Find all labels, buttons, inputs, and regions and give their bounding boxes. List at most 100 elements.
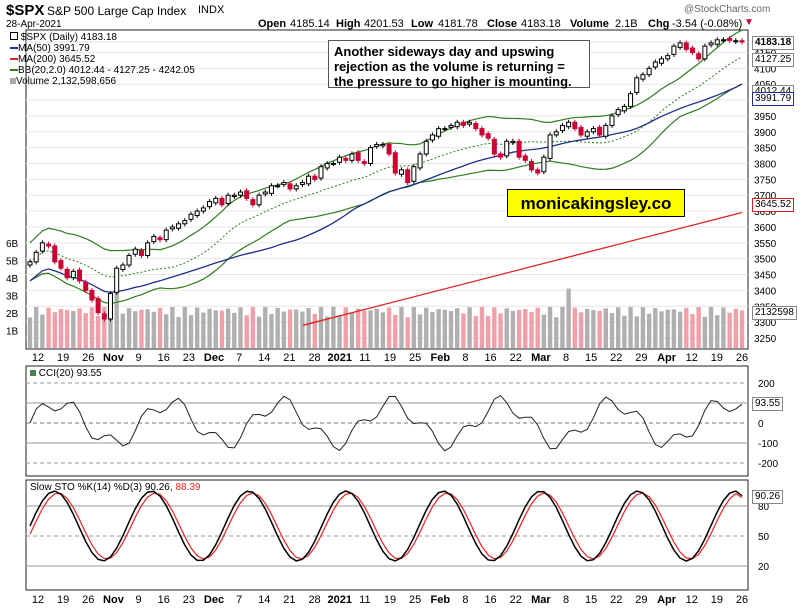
candle-body <box>343 157 349 161</box>
cci-tick-label: 0 <box>758 419 764 430</box>
price-tick-label: 3850 <box>754 144 777 155</box>
ma200-line <box>302 211 743 326</box>
candle-body <box>405 169 411 184</box>
x-tick-label: Apr <box>657 594 677 606</box>
candle-body <box>64 268 70 279</box>
candle-body <box>231 194 237 198</box>
legend-price: $SPX (Daily) 4183.18 <box>10 32 195 43</box>
candle-body <box>107 293 113 320</box>
candle-body <box>275 185 281 188</box>
x-tick-label: 26 <box>736 594 748 606</box>
volume-bar <box>201 312 206 348</box>
volume-bar <box>126 308 132 348</box>
candle-body <box>665 55 671 60</box>
x-tick-label: 11 <box>359 352 370 364</box>
volume-bar <box>157 307 163 348</box>
x-tick-label: 16 <box>484 352 496 364</box>
candle-body <box>114 267 120 293</box>
volume-bar <box>653 308 658 348</box>
volume-bar <box>523 309 528 348</box>
candle-body <box>361 161 367 165</box>
sto-tick-label: 80 <box>758 502 770 513</box>
candle-body <box>306 175 312 185</box>
exchange: INDX <box>198 4 225 16</box>
candle-body <box>101 313 107 320</box>
candle-body <box>83 281 89 291</box>
x-tick-label: 16 <box>158 594 170 606</box>
open-value: 4185.14 <box>290 18 330 30</box>
price-tick-label: 3300 <box>754 318 777 329</box>
watermark: @StockCharts.com <box>684 4 771 15</box>
x-tick-label: 28 <box>308 594 320 606</box>
candle-body <box>479 128 485 136</box>
x-tick-label: 7 <box>236 594 242 606</box>
candle-body <box>77 269 83 282</box>
volume-bar <box>677 311 683 348</box>
candle-body <box>219 197 225 206</box>
volume-bar <box>306 308 311 348</box>
x-tick-label: 25 <box>409 594 421 606</box>
volume-bar <box>300 311 305 348</box>
candle-body <box>244 190 250 199</box>
volume-bar <box>287 309 293 348</box>
candle-body <box>621 105 627 112</box>
legend-ma50: MA(50) 3991.79 <box>10 43 195 54</box>
chg-value: -3.54 (-0.08%) <box>672 18 743 30</box>
volume-bar <box>244 315 249 348</box>
volume-bar <box>64 310 70 348</box>
x-tick-label: 9 <box>136 352 142 364</box>
index-name: S&P 500 Large Cap Index <box>47 4 187 18</box>
volume-bar <box>405 317 410 348</box>
cci-tick-label: -200 <box>758 459 778 470</box>
volume-bar <box>269 314 274 348</box>
x-tick-label: 9 <box>136 594 142 606</box>
x-tick-label: 19 <box>384 594 396 606</box>
sto-legend: Slow STO %K(14) %D(3) 90.26, 88.39 <box>30 482 200 493</box>
price-tick-label: 3250 <box>754 334 777 345</box>
volume-bar <box>417 314 423 348</box>
candle-body <box>312 175 318 180</box>
candle-body <box>324 163 330 169</box>
volume-bar <box>541 314 547 348</box>
volume-bar <box>430 311 435 348</box>
cci-legend-text: CCI(20) 93.55 <box>38 368 102 379</box>
candle-body <box>89 289 95 301</box>
volume-bar <box>479 306 485 348</box>
cci-line <box>29 394 743 452</box>
candle-body <box>392 152 398 174</box>
volume-bar <box>696 307 701 348</box>
volume-bar <box>386 307 392 348</box>
x-tick-label: 21 <box>283 352 295 364</box>
sto-label-right: 90.26 <box>752 490 784 504</box>
candle-body <box>138 249 144 257</box>
x-tick-label: 28 <box>308 352 320 364</box>
candle-body <box>33 251 39 263</box>
volume-bar <box>535 307 540 348</box>
x-tick-label: 8 <box>462 352 468 364</box>
x-tick-label: 19 <box>711 352 723 364</box>
x-tick-label: 23 <box>183 594 195 606</box>
volume-bar <box>374 308 379 348</box>
volume-bar <box>139 309 144 348</box>
candle-body <box>194 210 200 217</box>
candle-body <box>58 260 64 269</box>
x-tick-label: Nov <box>103 594 125 606</box>
volume-bar <box>164 314 169 348</box>
candle-body <box>39 242 45 252</box>
volume-bar <box>684 307 689 348</box>
x-tick-label: 8 <box>462 594 468 606</box>
candle-body <box>423 140 429 155</box>
candle-body <box>207 201 213 208</box>
volume-bar <box>603 308 608 348</box>
volume-bar <box>232 312 237 348</box>
ma200-label: 3645.52 <box>752 198 795 212</box>
candle-body <box>510 140 516 144</box>
candle-body <box>126 255 132 266</box>
low-label: Low <box>411 18 433 30</box>
x-tick-label: 22 <box>510 352 522 364</box>
volume-bar <box>492 307 497 348</box>
x-tick-label: 15 <box>585 352 597 364</box>
candle-body <box>417 153 423 169</box>
x-tick-label: 2021 <box>327 594 351 606</box>
x-tick-label: 14 <box>258 352 270 364</box>
